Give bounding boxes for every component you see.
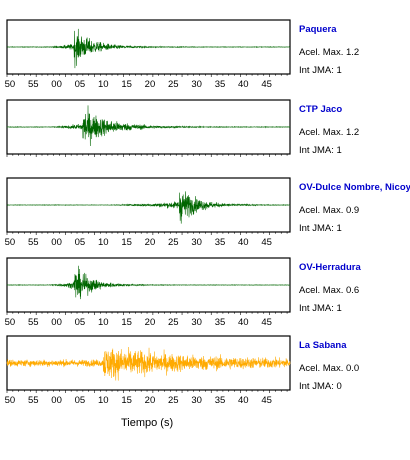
x-tick-label: 20	[145, 395, 156, 406]
int-jma-label: Int JMA: 1	[299, 223, 342, 234]
x-tick-label: 45	[261, 237, 272, 248]
x-tick-label: 50	[5, 237, 16, 248]
int-jma-label: Int JMA: 1	[299, 145, 342, 156]
x-tick-label: 10	[98, 237, 109, 248]
x-tick-label: 40	[238, 317, 249, 328]
waveform-trace	[6, 265, 291, 300]
x-tick-label: 30	[191, 79, 202, 90]
waveform-trace	[6, 28, 291, 69]
int-jma-label: Int JMA: 0	[299, 381, 342, 392]
x-tick-label: 45	[261, 395, 272, 406]
x-axis-title: Tiempo (s)	[121, 417, 173, 429]
x-tick-label: 35	[215, 79, 226, 90]
x-tick-label: 45	[261, 79, 272, 90]
x-tick-label: 50	[5, 395, 16, 406]
x-tick-label: 40	[238, 79, 249, 90]
x-tick-label: 25	[168, 237, 179, 248]
x-tick-label: 30	[191, 317, 202, 328]
x-tick-label: 00	[51, 317, 62, 328]
station-name: OV-Herradura	[299, 262, 361, 273]
x-tick-label: 05	[75, 395, 86, 406]
waveform-trace	[6, 191, 291, 224]
x-tick-label: 35	[215, 317, 226, 328]
x-tick-label: 15	[121, 237, 132, 248]
x-tick-label: 35	[215, 395, 226, 406]
x-tick-label: 05	[75, 79, 86, 90]
x-tick-label: 50	[5, 317, 16, 328]
x-tick-label: 10	[98, 317, 109, 328]
x-tick-label: 35	[215, 237, 226, 248]
x-tick-label: 05	[75, 317, 86, 328]
x-tick-label: 25	[168, 79, 179, 90]
panel-2: CTP Jaco Acel. Max. 1.2 Int JMA: 1	[6, 99, 359, 157]
x-tick-label: 30	[191, 395, 202, 406]
acel-max-label: Acel. Max. 0.9	[299, 205, 359, 216]
x-tick-label: 50	[5, 79, 16, 90]
waveform-trace	[6, 105, 291, 147]
x-tick-label: 05	[75, 237, 86, 248]
acel-max-label: Acel. Max. 1.2	[299, 127, 359, 138]
waveform-trace	[6, 347, 291, 381]
x-tick-label: 20	[145, 79, 156, 90]
x-tick-label: 10	[98, 395, 109, 406]
x-tick-label: 55	[28, 237, 39, 248]
panel-4: OV-Herradura Acel. Max. 0.6 Int JMA: 1 50 55…	[5, 257, 361, 328]
station-name: OV-Dulce Nombre, Nicoya	[299, 182, 410, 193]
x-tick-label: 30	[191, 237, 202, 248]
station-name: CTP Jaco	[299, 104, 342, 115]
int-jma-label: Int JMA: 1	[299, 303, 342, 314]
x-tick-label: 45	[261, 317, 272, 328]
x-tick-label: 00	[51, 237, 62, 248]
x-tick-label: 00	[51, 395, 62, 406]
x-tick-label: 15	[121, 79, 132, 90]
panel-5: La Sabana Acel. Max. 0.0 Int JMA: 0 50 55 00 0…	[5, 335, 359, 406]
x-tick-label: 25	[168, 317, 179, 328]
x-tick-label: 25	[168, 395, 179, 406]
x-tick-label: 10	[98, 79, 109, 90]
x-tick-label: 55	[28, 317, 39, 328]
panel-3: OV-Dulce Nombre, Nicoya Acel. Max. 0.9 Int…	[5, 177, 410, 248]
x-tick-label: 20	[145, 317, 156, 328]
x-tick-label: 15	[121, 395, 132, 406]
panel-1: Paquera Acel. Max. 1.2 Int JMA: 1 50 55 00 05 1…	[5, 19, 359, 90]
station-name: La Sabana	[299, 340, 347, 351]
station-name: Paquera	[299, 24, 337, 35]
x-tick-label: 00	[51, 79, 62, 90]
acel-max-label: Acel. Max. 1.2	[299, 47, 359, 58]
x-tick-label: 20	[145, 237, 156, 248]
acel-max-label: Acel. Max. 0.0	[299, 363, 359, 374]
x-tick-label: 15	[121, 317, 132, 328]
x-tick-label: 40	[238, 395, 249, 406]
int-jma-label: Int JMA: 1	[299, 65, 342, 76]
acel-max-label: Acel. Max. 0.6	[299, 285, 359, 296]
x-tick-label: 40	[238, 237, 249, 248]
x-tick-label: 55	[28, 395, 39, 406]
x-tick-label: 55	[28, 79, 39, 90]
